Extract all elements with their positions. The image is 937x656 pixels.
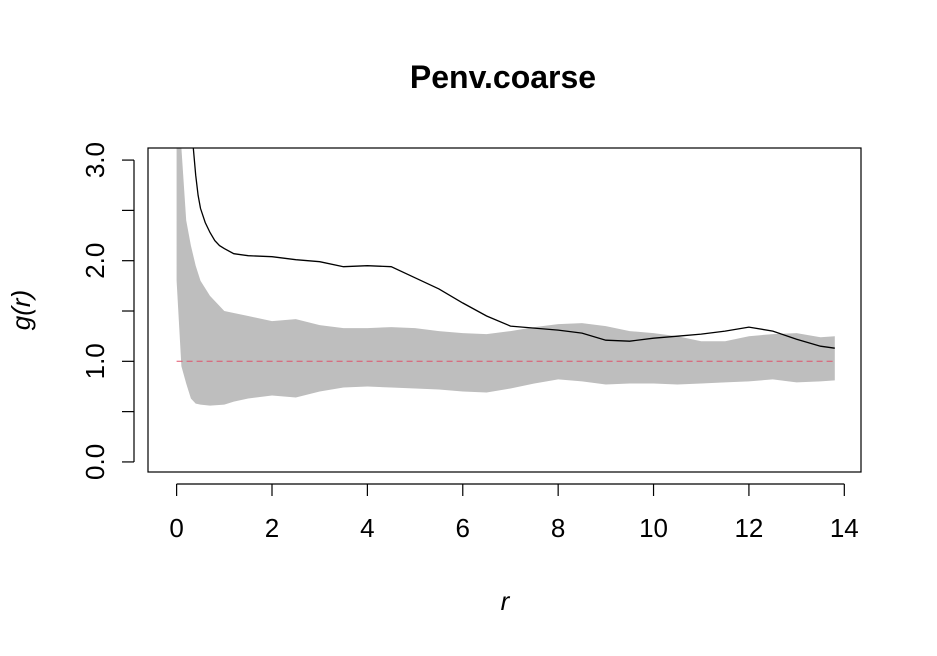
x-tick-label: 12 bbox=[734, 513, 763, 543]
y-axis: 0.0 1.0 2.0 3.0 bbox=[80, 142, 135, 480]
x-tick-label: 10 bbox=[639, 513, 668, 543]
x-tick-label: 0 bbox=[169, 513, 183, 543]
y-tick-label: 3.0 bbox=[80, 142, 110, 178]
y-tick-label: 2.0 bbox=[80, 243, 110, 279]
plot-frame bbox=[147, 147, 862, 473]
x-axis-label: r bbox=[501, 586, 511, 616]
observed-line bbox=[192, 148, 835, 349]
plot-area bbox=[176, 148, 835, 406]
y-tick-label: 0.0 bbox=[80, 444, 110, 480]
x-tick-label: 2 bbox=[265, 513, 279, 543]
x-tick-label: 4 bbox=[360, 513, 374, 543]
x-tick-label: 6 bbox=[456, 513, 470, 543]
simulation-envelope bbox=[176, 148, 835, 406]
x-tick-label: 14 bbox=[830, 513, 859, 543]
chart-title: Penv.coarse bbox=[410, 59, 596, 95]
y-axis-label: g(r) bbox=[6, 290, 36, 330]
x-tick-label: 8 bbox=[551, 513, 565, 543]
x-axis: 0 2 4 6 8 10 12 14 bbox=[169, 483, 859, 543]
y-tick-label: 1.0 bbox=[80, 343, 110, 379]
